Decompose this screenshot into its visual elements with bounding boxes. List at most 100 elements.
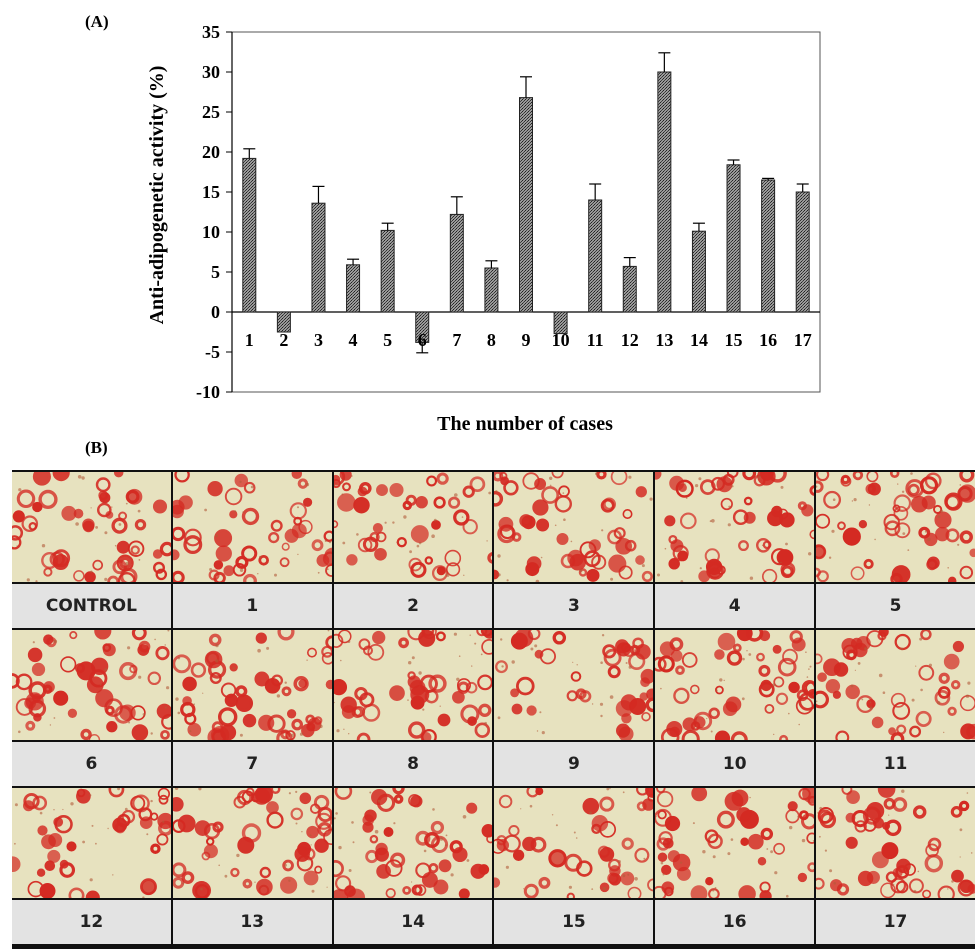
error-bar-case-16 bbox=[762, 177, 775, 180]
image-label: 4 bbox=[655, 584, 815, 628]
y-tick-label: 25 bbox=[202, 102, 220, 122]
x-tick-label: 6 bbox=[418, 330, 427, 350]
bar-case-5 bbox=[380, 229, 395, 313]
micrograph-image bbox=[12, 472, 171, 582]
x-tick-label: 10 bbox=[552, 330, 570, 350]
x-tick-label: 14 bbox=[690, 330, 708, 350]
micrograph-image bbox=[816, 788, 975, 898]
y-tick-label: 20 bbox=[202, 142, 220, 162]
image-label: 12 bbox=[12, 900, 171, 944]
y-tick-label: 15 bbox=[202, 182, 220, 202]
micrograph-image bbox=[816, 472, 975, 582]
label-row: 12 13 14 15 16 17 bbox=[12, 900, 975, 944]
micrograph-image bbox=[172, 788, 332, 898]
image-row bbox=[12, 788, 975, 898]
x-tick-label: 1 bbox=[245, 330, 254, 350]
bar-case-15 bbox=[726, 164, 741, 313]
x-tick-label: 15 bbox=[725, 330, 743, 350]
bar-case-10 bbox=[553, 311, 568, 335]
error-bar-case-13 bbox=[658, 52, 671, 72]
bar-case-13 bbox=[657, 71, 672, 313]
image-label: 14 bbox=[333, 900, 493, 944]
image-label: 9 bbox=[494, 742, 654, 786]
bar-case-17 bbox=[795, 191, 810, 313]
y-tick-label: -10 bbox=[196, 382, 220, 402]
error-bar-case-6 bbox=[416, 342, 429, 354]
x-tick-label: 4 bbox=[349, 330, 358, 350]
image-label: 15 bbox=[494, 900, 654, 944]
image-label: 17 bbox=[816, 900, 975, 944]
y-tick-label: 5 bbox=[211, 262, 220, 282]
x-tick-label: 17 bbox=[794, 330, 812, 350]
x-tick-label: 8 bbox=[487, 330, 496, 350]
bar-case-11 bbox=[588, 199, 603, 313]
micrograph-image bbox=[494, 472, 654, 582]
x-tick-label: 7 bbox=[452, 330, 461, 350]
image-label: 2 bbox=[333, 584, 493, 628]
y-axis-title: Anti-adipogenetic activity (%) bbox=[146, 66, 168, 325]
y-tick-label: 10 bbox=[202, 222, 220, 242]
error-bar-case-11 bbox=[589, 183, 602, 200]
x-tick-label: 16 bbox=[759, 330, 777, 350]
error-bar-case-1 bbox=[243, 148, 256, 159]
x-tick-label: 13 bbox=[655, 330, 673, 350]
error-bar-case-5 bbox=[381, 222, 394, 231]
x-tick-label: 5 bbox=[383, 330, 392, 350]
bar-case-7 bbox=[449, 213, 464, 313]
image-label: 7 bbox=[172, 742, 332, 786]
micrograph-image bbox=[655, 630, 815, 740]
image-label: 6 bbox=[12, 742, 171, 786]
micrograph-image bbox=[333, 788, 493, 898]
x-tick-label: 12 bbox=[621, 330, 639, 350]
image-label: 1 bbox=[172, 584, 332, 628]
micrograph-image bbox=[816, 630, 975, 740]
micrograph-image bbox=[172, 630, 332, 740]
error-bar-case-3 bbox=[312, 185, 325, 204]
micrograph-image bbox=[655, 788, 815, 898]
error-bar-case-8 bbox=[485, 260, 498, 268]
image-label: 10 bbox=[655, 742, 815, 786]
panel-a: (A) -10 -5 0 5 10 15 20 25 30 35 1 2 3 4 5 6 7 8 9 10 11 12 1… bbox=[0, 0, 975, 450]
micrograph-image bbox=[12, 788, 171, 898]
micrograph-image bbox=[494, 630, 654, 740]
x-tick-label: 11 bbox=[587, 330, 604, 350]
bar-case-12 bbox=[622, 265, 637, 313]
label-row: CONTROL 1 2 3 4 5 bbox=[12, 584, 975, 628]
y-tick-label: -5 bbox=[205, 342, 220, 362]
panel-a-label: (A) bbox=[85, 12, 109, 31]
y-tick-label: 30 bbox=[202, 62, 220, 82]
micrograph-image bbox=[655, 472, 815, 582]
stained-image-grid: CONTROL 1 2 3 4 5 6 7 8 9 10 11 12 13 14 15 16 17 bbox=[12, 470, 975, 949]
error-bar-case-9 bbox=[520, 76, 532, 98]
x-tick-label: 3 bbox=[314, 330, 323, 350]
bar-case-2 bbox=[276, 311, 291, 333]
image-label: 3 bbox=[494, 584, 654, 628]
error-bar-case-17 bbox=[796, 183, 809, 192]
micrograph-image bbox=[333, 472, 493, 582]
x-tick-label: 9 bbox=[522, 330, 531, 350]
image-label: 13 bbox=[172, 900, 332, 944]
y-tick-label: 35 bbox=[202, 22, 220, 42]
micrograph-image bbox=[494, 788, 654, 898]
micrograph-image bbox=[12, 630, 171, 740]
image-label: 8 bbox=[333, 742, 493, 786]
x-tick-label: 2 bbox=[279, 330, 288, 350]
micrograph-image bbox=[333, 630, 493, 740]
image-label: 11 bbox=[816, 742, 975, 786]
micrograph-image bbox=[172, 472, 332, 582]
panel-b-label: (B) bbox=[85, 438, 108, 457]
error-bar-case-7 bbox=[450, 196, 463, 215]
bar-case-1 bbox=[242, 157, 257, 313]
error-bar-case-14 bbox=[692, 222, 705, 232]
image-label: 16 bbox=[655, 900, 815, 944]
error-bar-case-15 bbox=[727, 159, 740, 165]
error-bar-case-12 bbox=[623, 257, 636, 267]
image-label: 5 bbox=[816, 584, 975, 628]
bar-case-16 bbox=[761, 179, 776, 313]
bar-case-8 bbox=[484, 267, 499, 313]
bar-case-3 bbox=[311, 202, 326, 313]
image-row bbox=[12, 472, 975, 582]
image-row bbox=[12, 630, 975, 740]
y-tick-label: 0 bbox=[211, 302, 220, 322]
